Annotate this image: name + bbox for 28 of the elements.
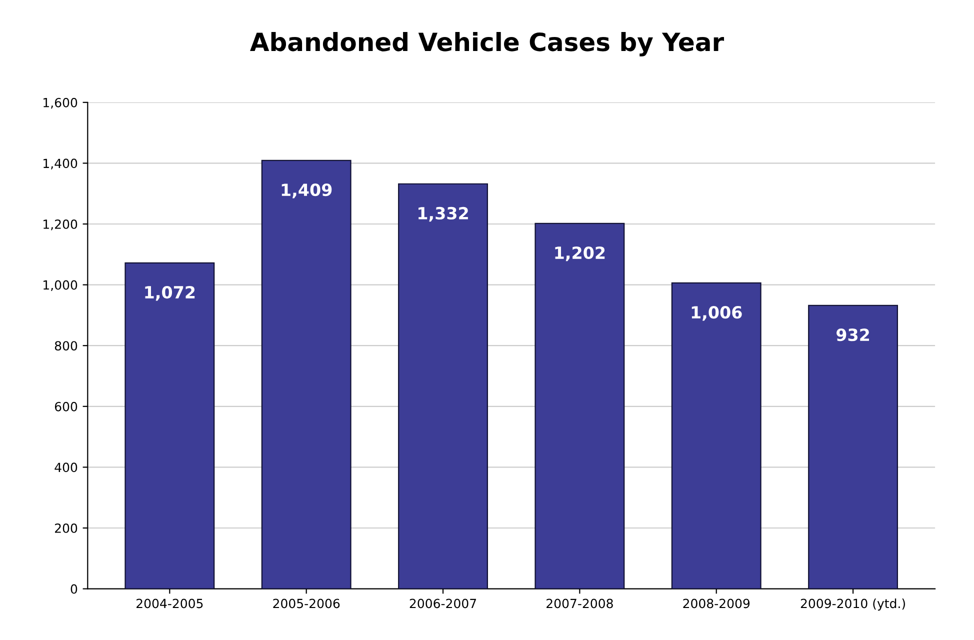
data-label: 932 — [836, 328, 869, 342]
x-tick-label: 2008-2009 — [683, 598, 750, 608]
chart-title: Abandoned Vehicle Cases by Year — [250, 32, 724, 56]
y-tick-label: 1,000 — [44, 280, 78, 291]
bar — [398, 183, 488, 589]
y-tick-label: 600 — [54, 402, 78, 412]
x-tick-label: 2006-2007 — [410, 598, 476, 608]
data-label: 1,409 — [282, 184, 332, 198]
data-label: 1,332 — [418, 206, 468, 222]
x-tick-label: 2009-2010 (ytd.) — [800, 598, 905, 611]
x-tick-label: 2007-2008 — [546, 598, 613, 608]
x-tick-label: 2004-2005 — [136, 598, 203, 608]
data-label: 1,072 — [145, 286, 195, 301]
data-label: 1,202 — [555, 246, 605, 262]
bar — [124, 262, 215, 589]
y-tick-label: 200 — [54, 523, 78, 533]
y-tick-label: 1,400 — [44, 158, 78, 170]
data-label: 1,006 — [692, 306, 742, 321]
y-tick-label: 0 — [70, 584, 78, 594]
bar — [671, 282, 762, 589]
x-tick-label: 2005-2006 — [273, 598, 340, 608]
y-tick-label: 1,600 — [44, 98, 78, 109]
y-tick-label: 1,200 — [44, 219, 78, 230]
bar — [808, 304, 898, 589]
bar — [261, 160, 352, 589]
y-tick-label: 800 — [54, 341, 78, 351]
y-tick-label: 400 — [54, 462, 78, 472]
bar — [534, 222, 625, 589]
